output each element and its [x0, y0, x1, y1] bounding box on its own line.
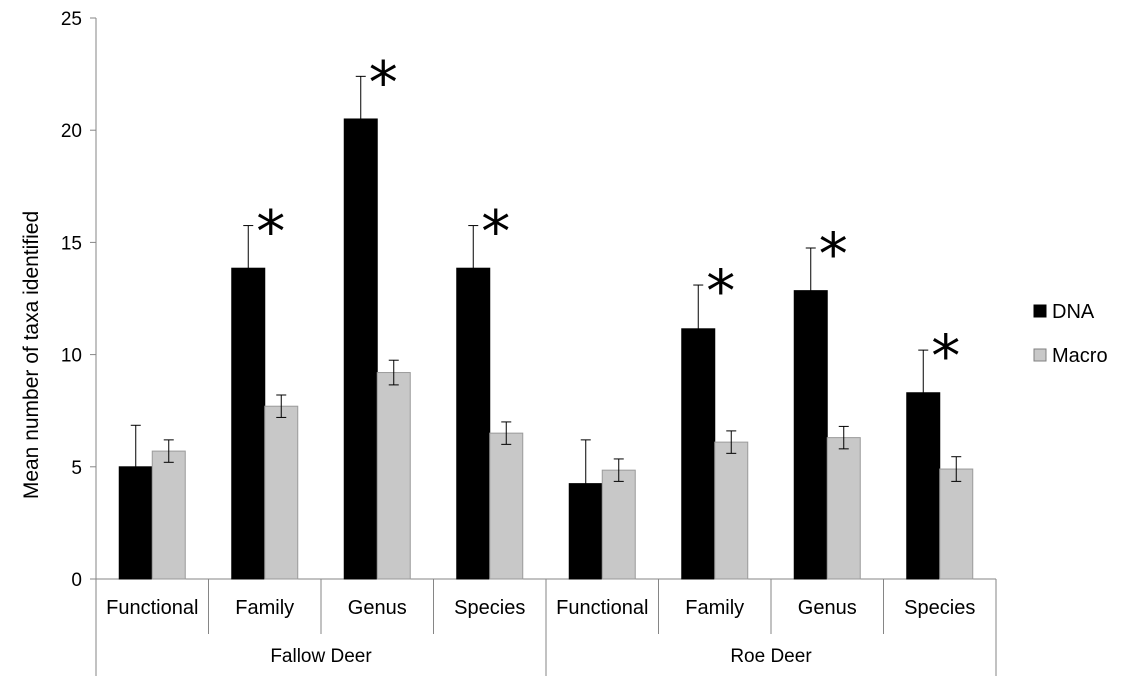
significance-marker: *: [369, 48, 398, 116]
group-label: Roe Deer: [730, 646, 812, 667]
legend: DNA Macro: [1033, 301, 1108, 367]
category-label: Functional: [106, 597, 198, 619]
macro-bar: [151, 450, 186, 580]
dna-bar: [343, 118, 378, 580]
legend-label: Macro: [1052, 345, 1108, 367]
plot-area: 0 5 10 15 20 25 Functional * Family * Genus * Specie…: [61, 9, 997, 676]
macro-bar: [264, 405, 299, 580]
category-label: Genus: [798, 597, 857, 619]
y-axis-title: Mean number of taxa identified: [20, 211, 43, 499]
dna-bar: [231, 267, 266, 580]
significance-marker: *: [931, 322, 960, 390]
group-label: Fallow Deer: [270, 646, 372, 667]
category-label: Species: [904, 597, 975, 619]
macro-bar: [601, 469, 636, 580]
category-label: Genus: [348, 597, 407, 619]
macro-bar: [489, 432, 524, 580]
y-tick-label: 25: [61, 9, 82, 30]
macro-bar: [939, 468, 974, 580]
dna-bar: [793, 290, 828, 580]
macro-bar: [714, 441, 749, 580]
y-tick-label: 5: [71, 458, 82, 479]
significance-marker: *: [481, 198, 510, 266]
legend-swatch: [1033, 348, 1047, 362]
category-label: Family: [235, 597, 294, 619]
y-tick-label: 10: [61, 346, 82, 367]
category-label: Family: [685, 597, 744, 619]
significance-marker: *: [706, 257, 735, 325]
y-tick-label: 0: [71, 570, 82, 591]
macro-bar: [826, 437, 861, 580]
dna-bar: [456, 267, 491, 580]
macro-bar: [376, 372, 411, 580]
legend-swatch: [1033, 304, 1047, 318]
y-tick-label: 15: [61, 233, 82, 254]
category-label: Species: [454, 597, 525, 619]
significance-marker: *: [819, 220, 848, 288]
category-label: Functional: [556, 597, 648, 619]
significance-marker: *: [256, 198, 285, 266]
y-tick-label: 20: [61, 121, 82, 142]
legend-label: DNA: [1052, 301, 1095, 323]
